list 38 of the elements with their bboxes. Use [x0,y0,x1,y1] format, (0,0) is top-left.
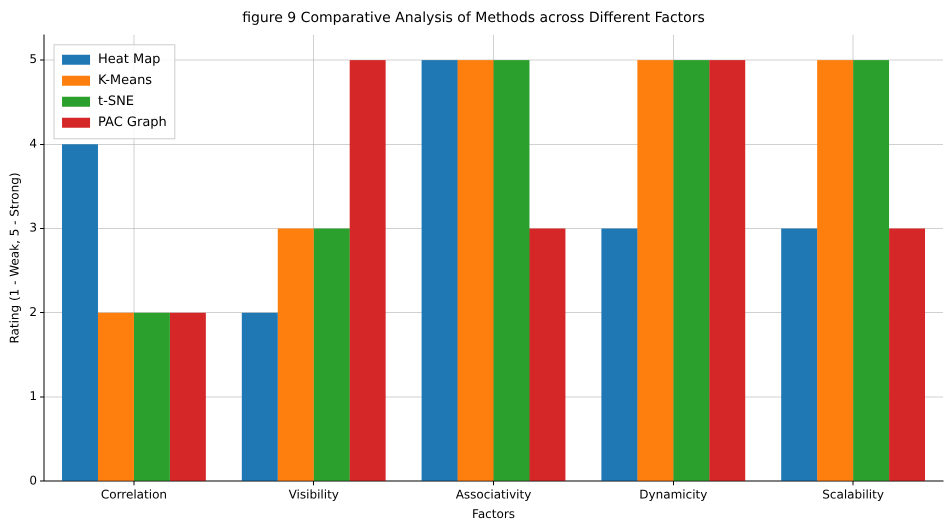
bar [817,60,854,481]
bar [709,60,746,481]
bar [350,60,386,481]
bar [242,312,278,481]
legend-label: PAC Graph [98,115,167,130]
bar [458,60,494,481]
bar [62,144,98,481]
bar [601,228,638,481]
bar [673,60,710,481]
y-axis-title: Rating (1 - Weak, 5 - Strong) [7,172,22,344]
bar [278,228,314,481]
legend-label: Heat Map [98,52,160,68]
bar [98,312,134,481]
bar [170,312,206,481]
y-tick-label: 2 [29,304,38,319]
bar [637,60,674,481]
y-tick-label: 4 [29,136,38,150]
bar [853,60,890,481]
y-tick-label: 5 [29,52,38,66]
bar [422,60,458,481]
x-tick-label: Scalability [822,488,884,502]
y-tick-label: 1 [29,389,38,404]
y-tick-label: 0 [29,473,38,488]
bar [529,228,566,481]
bar [134,312,170,481]
bar [314,228,350,481]
y-tick-label: 3 [29,220,38,235]
x-tick-label: Correlation [100,488,168,502]
x-tick-label: Dynamicity [639,488,708,502]
bar [494,60,530,481]
x-tick-label: Associativity [456,488,532,502]
x-axis-title: Factors [472,506,516,521]
bar [889,228,926,481]
x-tick-label: Visibility [288,488,339,502]
bar [781,228,818,481]
legend-label: t-SNE [98,94,134,110]
legend-label: K-Means [98,73,152,88]
chart-title: figure 9 Comparative Analysis of Methods across Different Factors [242,10,705,26]
